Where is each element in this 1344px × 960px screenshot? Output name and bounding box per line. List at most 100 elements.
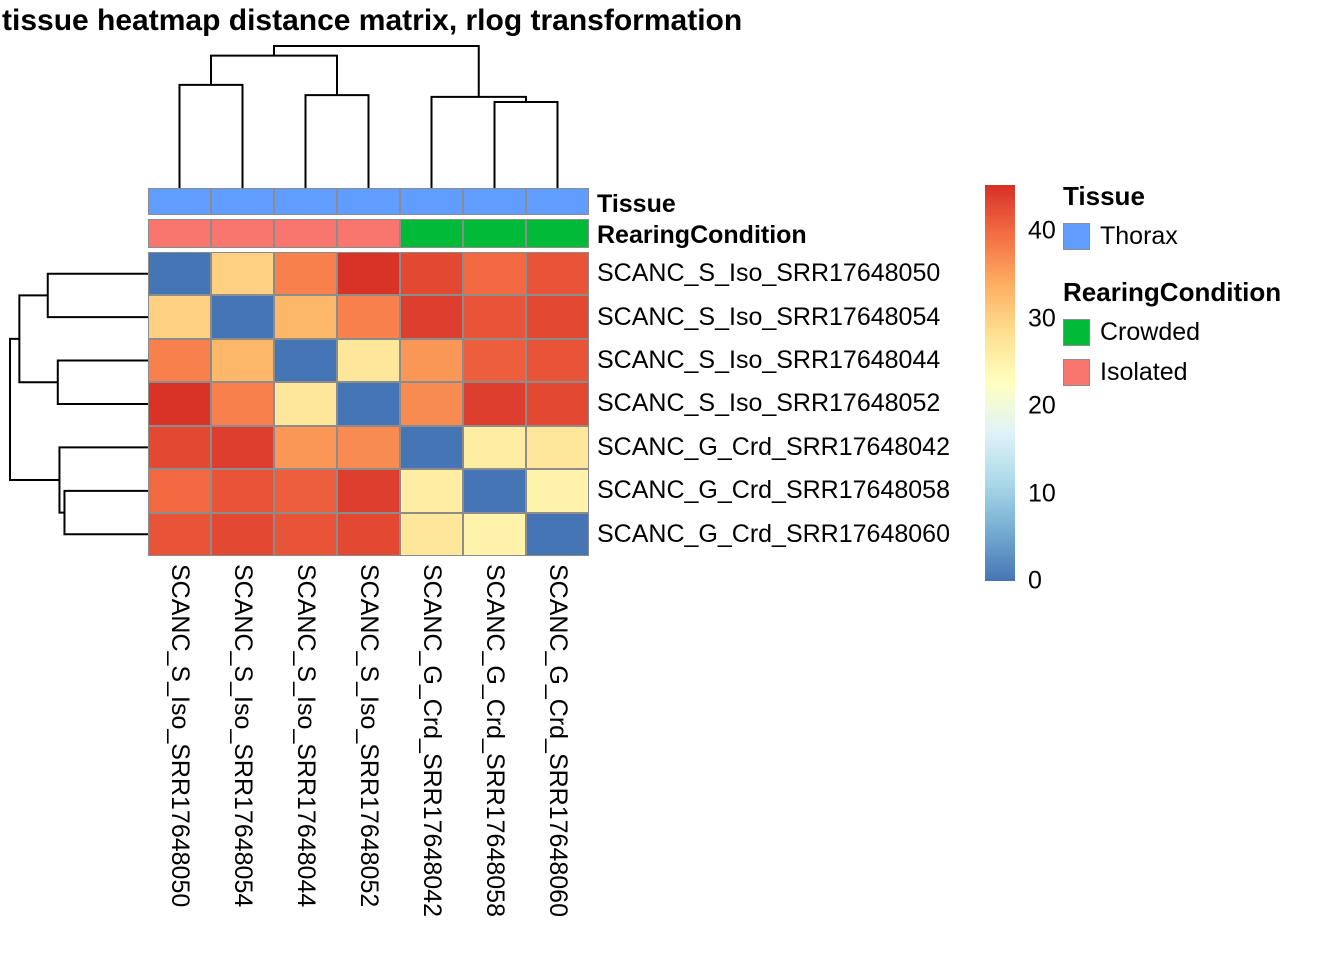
color-scale-ticks: 40 30 20 10 0: [1028, 185, 1098, 595]
row-label: SCANC_S_Iso_SRR17648052: [597, 389, 941, 418]
rearing-condition-annotation-bar: [148, 219, 589, 248]
heatmap-cell: [337, 252, 400, 296]
annotation-cell: [463, 219, 526, 248]
heatmap-cell: [148, 512, 211, 556]
heatmap-cell: [274, 512, 337, 556]
heatmap-cell: [463, 252, 526, 296]
row-labels: SCANC_S_Iso_SRR17648050 SCANC_S_Iso_SRR17…: [597, 252, 950, 556]
color-scale-tick-label: 10: [1028, 479, 1056, 508]
heatmap-cell: [400, 295, 463, 339]
heatmap-cell: [337, 295, 400, 339]
rearing-legend-block: RearingCondition Crowded Isolated: [1063, 277, 1333, 387]
column-label: SCANC_G_Crd_SRR17648042: [400, 564, 463, 917]
column-label: SCANC_S_Iso_SRR17648052: [337, 564, 400, 917]
row-label: SCANC_S_Iso_SRR17648054: [597, 302, 941, 331]
column-labels: SCANC_S_Iso_SRR17648050 SCANC_S_Iso_SRR17…: [148, 564, 589, 917]
heatmap-cell: [274, 469, 337, 513]
annotation-cell: [463, 188, 526, 215]
row-label: SCANC_G_Crd_SRR17648042: [597, 432, 950, 461]
annotation-cell: [526, 219, 589, 248]
legend-item-label: Isolated: [1100, 358, 1188, 386]
legend-item-label: Crowded: [1100, 318, 1201, 346]
legend-item: Thorax: [1063, 222, 1333, 251]
annotation-cell: [148, 219, 211, 248]
page-title: tissue heatmap distance matrix, rlog tra…: [2, 4, 743, 37]
heatmap-cell: [526, 469, 589, 513]
column-label-text: SCANC_S_Iso_SRR17648050: [166, 564, 194, 908]
heatmap-cell: [211, 469, 274, 513]
heatmap-cell: [463, 469, 526, 513]
rearing-legend-items: Crowded Isolated: [1063, 318, 1333, 387]
column-label: SCANC_S_Iso_SRR17648050: [148, 564, 211, 917]
tissue-legend-title: Tissue: [1063, 181, 1145, 211]
heatmap-cell: [463, 512, 526, 556]
annotation-cell: [148, 188, 211, 215]
annotation-cell: [526, 188, 589, 215]
column-label: SCANC_G_Crd_SRR17648060: [526, 564, 589, 917]
heatmap-cell: [463, 338, 526, 383]
column-label-text: SCANC_S_Iso_SRR17648052: [355, 564, 383, 908]
heatmap-cell: [274, 382, 337, 426]
row-label: SCANC_G_Crd_SRR17648058: [597, 476, 950, 505]
tissue-annotation-bar: [148, 188, 589, 215]
heatmap-cell: [148, 469, 211, 513]
heatmap-cell: [337, 469, 400, 513]
heatmap: [148, 252, 589, 556]
heatmap-cell: [274, 425, 337, 470]
column-label-text: SCANC_G_Crd_SRR17648042: [418, 564, 446, 917]
rearing-annotation-label: RearingCondition: [597, 221, 807, 249]
tissue-annotation-label: Tissue: [597, 190, 676, 218]
heatmap-cell: [337, 512, 400, 556]
tissue-legend-block: Tissue Thorax: [1063, 181, 1333, 251]
heatmap-cell: [148, 295, 211, 339]
tissue-legend-items: Thorax: [1063, 222, 1333, 251]
row-label: SCANC_S_Iso_SRR17648044: [597, 346, 941, 375]
legend-color-swatch: [1063, 319, 1090, 346]
heatmap-cell: [211, 295, 274, 339]
column-label-text: SCANC_S_Iso_SRR17648054: [229, 564, 257, 908]
row-dendrogram: [9, 272, 148, 536]
heatmap-cell: [337, 425, 400, 470]
legend-item-label: Thorax: [1100, 222, 1178, 250]
annotation-cell: [400, 219, 463, 248]
heatmap-cell: [400, 512, 463, 556]
heatmap-cell: [337, 338, 400, 383]
heatmap-cell: [274, 252, 337, 296]
heatmap-cell: [526, 252, 589, 296]
heatmap-cell: [337, 382, 400, 426]
column-dendrogram-lines: [178, 45, 559, 188]
color-scale-bar: [985, 185, 1015, 581]
heatmap-cell: [211, 252, 274, 296]
row-label: SCANC_G_Crd_SRR17648060: [597, 519, 950, 548]
heatmap-cell: [148, 338, 211, 383]
heatmap-cell: [463, 382, 526, 426]
color-scale-tick-label: 20: [1028, 391, 1056, 420]
column-label-text: SCANC_G_Crd_SRR17648058: [481, 564, 509, 917]
heatmap-cell: [148, 425, 211, 470]
heatmap-cell: [274, 338, 337, 383]
legend-item: Crowded: [1063, 318, 1333, 347]
heatmap-cell: [463, 425, 526, 470]
legend-item: Isolated: [1063, 358, 1333, 387]
rearing-legend-title: RearingCondition: [1063, 277, 1282, 307]
heatmap-cell: [400, 425, 463, 470]
annotation-cell: [274, 188, 337, 215]
heatmap-cell: [211, 382, 274, 426]
heatmap-cell: [400, 338, 463, 383]
row-dendrogram-lines: [9, 272, 148, 536]
heatmap-cell: [148, 252, 211, 296]
annotation-cell: [337, 219, 400, 248]
row-label: SCANC_S_Iso_SRR17648050: [597, 259, 941, 288]
annotation-cell: [211, 219, 274, 248]
color-scale-tick-label: 30: [1028, 304, 1056, 333]
heatmap-cell: [211, 512, 274, 556]
heatmap-cell: [400, 382, 463, 426]
heatmap-cell: [400, 469, 463, 513]
annotation-cell: [211, 188, 274, 215]
annotation-cell: [274, 219, 337, 248]
color-scale-tick-label: 40: [1028, 216, 1056, 245]
heatmap-cell: [211, 425, 274, 470]
heatmap-cell: [274, 295, 337, 339]
heatmap-cell: [148, 382, 211, 426]
